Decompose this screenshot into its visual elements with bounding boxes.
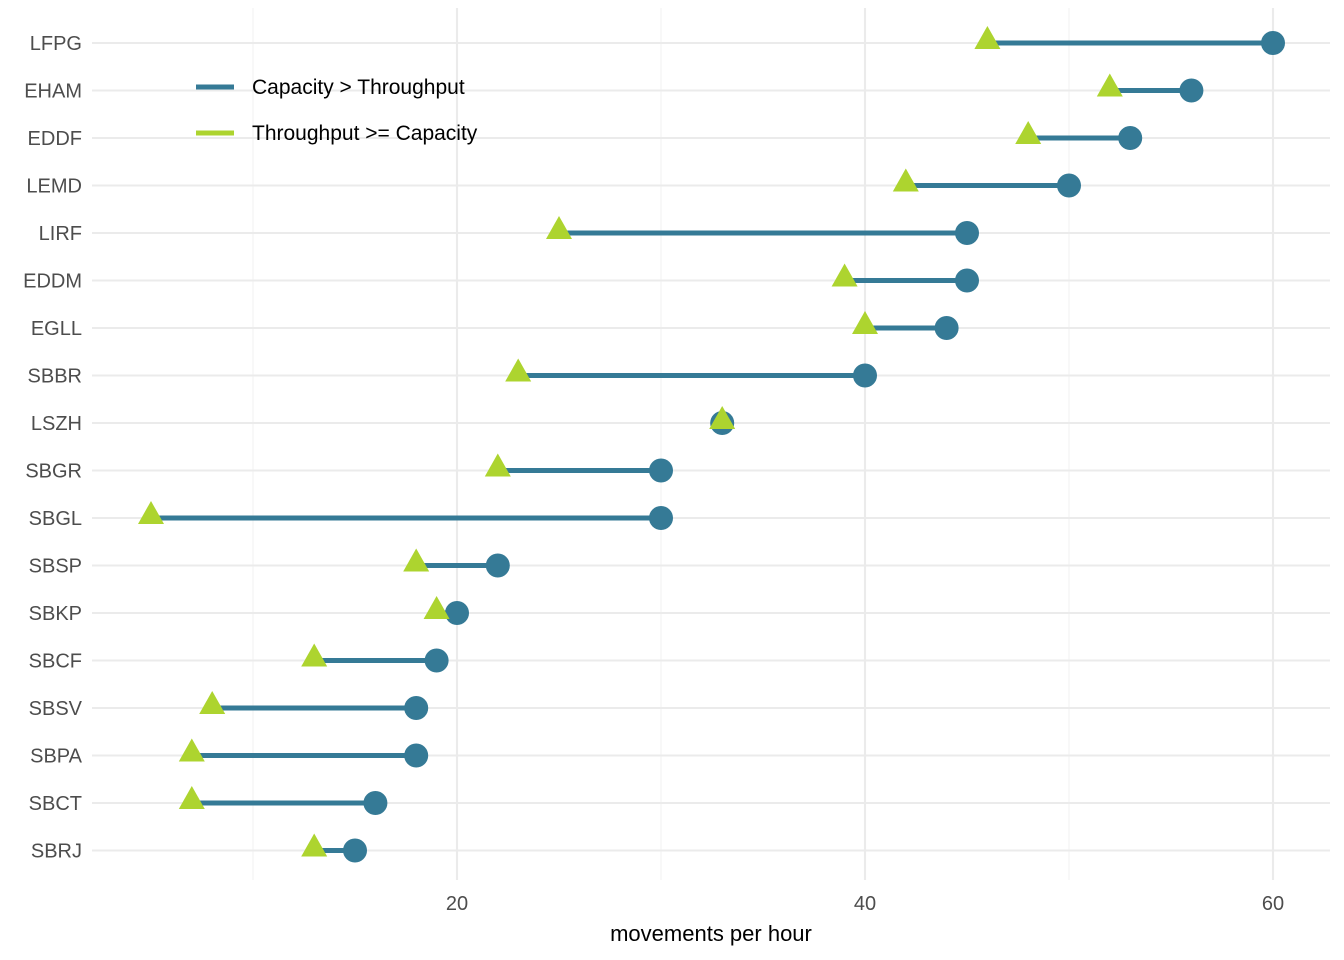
throughput-point-eddf: [1015, 121, 1042, 144]
y-tick-label: SBCF: [29, 651, 82, 673]
capacity-point-lirf: [955, 221, 979, 245]
data-points: [138, 26, 1285, 863]
y-tick-label: EDDM: [23, 271, 82, 293]
throughput-point-sbgl: [138, 501, 164, 524]
dumbbell-segments: [151, 40, 1273, 853]
y-tick-label: SBPA: [30, 746, 83, 768]
x-axis-labels: 20 40 60: [446, 893, 1284, 915]
y-tick-label: LEMD: [26, 176, 82, 198]
capacity-point-sbcf: [424, 648, 449, 673]
capacity-point-sbkp: [445, 601, 469, 625]
capacity-point-egll: [934, 316, 959, 340]
throughput-point-lfpg: [974, 26, 1001, 49]
y-tick-label: SBRJ: [31, 841, 82, 863]
y-tick-label: SBBR: [28, 366, 82, 388]
y-tick-label: LSZH: [31, 413, 82, 435]
capacity-point-sbgl: [649, 506, 673, 530]
x-tick-label: 40: [854, 893, 876, 915]
throughput-point-sbgr: [484, 453, 511, 477]
capacity-point-sbpa: [404, 743, 429, 768]
y-tick-label: EHAM: [24, 81, 82, 103]
throughput-point-sbct: [178, 786, 205, 809]
throughput-point-sbcf: [301, 643, 328, 667]
throughput-point-lszh: [709, 406, 736, 429]
capacity-point-eham: [1179, 78, 1204, 103]
y-tick-label: SBKP: [29, 603, 82, 625]
throughput-point-sbrj: [301, 833, 328, 857]
throughput-point-eham: [1096, 73, 1123, 97]
x-tick-label: 60: [1262, 893, 1284, 915]
capacity-point-eddm: [955, 268, 979, 293]
y-tick-label: SBGL: [29, 508, 82, 530]
y-tick-label: EGLL: [31, 318, 82, 340]
y-tick-label: SBGR: [25, 461, 82, 483]
throughput-point-egll: [852, 311, 878, 334]
throughput-point-sbpa: [178, 738, 205, 762]
legend-label-throughput: Throughput >= Capacity: [252, 122, 478, 145]
capacity-point-lemd: [1057, 173, 1081, 198]
legend-label-capacity: Capacity > Throughput: [252, 76, 465, 99]
y-tick-label: SBSP: [29, 556, 82, 578]
y-tick-label: EDDF: [28, 128, 82, 150]
y-axis-labels: LFPG EHAM EDDF LEMD LIRF EDDM EGLL SBBR LSZH SBGR…: [23, 33, 83, 863]
y-tick-label: SBCT: [29, 793, 82, 815]
legend: Capacity > Throughput Throughput >= Capa…: [196, 76, 478, 145]
x-axis-title: movements per hour: [610, 921, 812, 946]
capacity-point-sbrj: [343, 838, 367, 863]
throughput-point-eddm: [831, 263, 858, 287]
y-tick-label: SBSV: [29, 698, 83, 720]
x-tick-label: 20: [446, 893, 468, 915]
capacity-point-sbbr: [853, 363, 877, 388]
capacity-point-lfpg: [1261, 31, 1285, 55]
capacity-point-eddf: [1118, 126, 1143, 150]
throughput-point-lemd: [892, 168, 919, 192]
throughput-point-sbsp: [403, 548, 430, 572]
y-tick-label: LFPG: [30, 33, 82, 55]
capacity-point-sbsv: [404, 696, 429, 720]
capacity-point-sbsp: [485, 553, 510, 578]
capacity-point-sbct: [363, 791, 388, 815]
throughput-point-sbkp: [423, 596, 450, 619]
capacity-point-sbgr: [649, 458, 673, 483]
throughput-point-sbsv: [199, 691, 226, 714]
throughput-point-sbbr: [505, 358, 532, 382]
y-tick-label: LIRF: [39, 223, 82, 245]
throughput-point-lirf: [546, 216, 572, 239]
